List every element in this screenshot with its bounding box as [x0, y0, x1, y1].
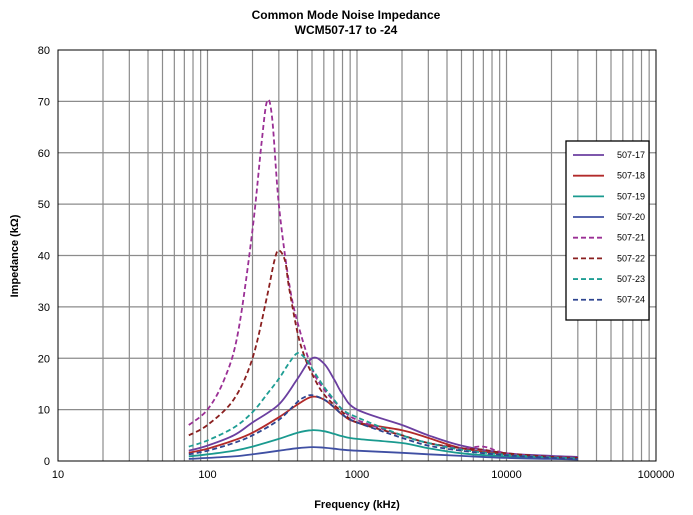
chart-title: Common Mode Noise Impedance [252, 8, 441, 22]
y-tick-label: 0 [44, 456, 50, 468]
x-axis-label: Frequency (kHz) [314, 499, 400, 511]
plot-area-border [57, 49, 657, 462]
y-tick-label: 80 [38, 45, 50, 57]
legend-label: 507-19 [617, 191, 645, 201]
legend-label: 507-18 [617, 171, 645, 181]
y-tick-label: 70 [38, 96, 50, 108]
series-line-507-20 [188, 446, 578, 461]
legend-label: 507-20 [617, 212, 645, 222]
legend: 507-17 507-18 507-19 507-20 507-21 507-22 507-… [565, 140, 650, 321]
legend-box [565, 140, 650, 321]
series-line-507-19 [188, 429, 578, 460]
series-line-507-23 [188, 352, 578, 460]
y-tick-label: 50 [38, 199, 50, 211]
y-axis-label: Impedance (kΩ) [9, 214, 21, 297]
series-line-507-21 [188, 98, 578, 459]
y-tick-label: 30 [38, 302, 50, 314]
y-tick-label: 60 [38, 148, 50, 160]
grid [58, 50, 656, 461]
legend-label: 507-17 [617, 150, 645, 160]
x-tick-label: 10 [52, 469, 64, 481]
x-tick-label: 1000 [345, 469, 369, 481]
x-tick-label: 100 [198, 469, 216, 481]
legend-label: 507-22 [617, 253, 645, 263]
legend-label: 507-21 [617, 233, 645, 243]
plot-series [188, 98, 578, 461]
series-line-507-22 [188, 249, 578, 459]
chart-subtitle: WCM507-17 to -24 [295, 23, 398, 37]
legend-label: 507-24 [617, 295, 645, 305]
y-tick-label: 10 [38, 405, 50, 417]
series-line-507-24 [188, 394, 578, 460]
x-tick-label: 100000 [638, 469, 675, 481]
y-tick-label: 20 [38, 353, 50, 365]
x-tick-label: 10000 [491, 469, 522, 481]
y-tick-label: 40 [38, 251, 50, 263]
legend-label: 507-23 [617, 274, 645, 284]
